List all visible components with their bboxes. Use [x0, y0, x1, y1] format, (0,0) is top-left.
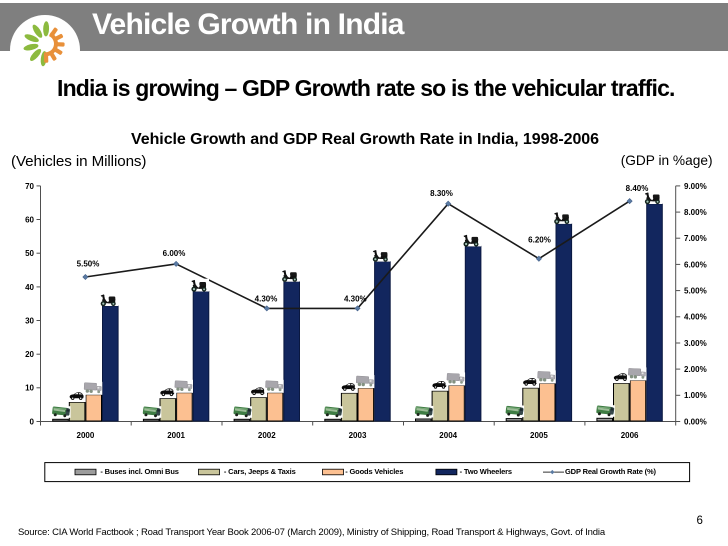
- svg-text:2006: 2006: [621, 431, 639, 440]
- svg-text:- Cars, Jeeps & Taxis: - Cars, Jeeps & Taxis: [224, 467, 296, 476]
- svg-text:2004: 2004: [439, 431, 457, 440]
- svg-text:50: 50: [25, 249, 34, 258]
- svg-text:2003: 2003: [349, 431, 367, 440]
- svg-text:1.00%: 1.00%: [684, 391, 707, 400]
- svg-text:70: 70: [25, 182, 34, 191]
- svg-text:6.00%: 6.00%: [684, 260, 707, 269]
- svg-text:0.00%: 0.00%: [684, 417, 707, 426]
- svg-text:2001: 2001: [167, 431, 185, 440]
- svg-text:30: 30: [25, 316, 34, 325]
- svg-text:6.20%: 6.20%: [528, 236, 551, 245]
- svg-text:60: 60: [25, 215, 34, 224]
- svg-text:10: 10: [25, 384, 34, 393]
- svg-text:8.40%: 8.40%: [626, 184, 649, 193]
- svg-text:2000: 2000: [77, 431, 95, 440]
- svg-text:4.00%: 4.00%: [684, 313, 707, 322]
- svg-text:2002: 2002: [258, 431, 276, 440]
- svg-text:2.00%: 2.00%: [684, 365, 707, 374]
- svg-text:5.50%: 5.50%: [77, 260, 100, 269]
- svg-text:40: 40: [25, 283, 34, 292]
- svg-text:4.30%: 4.30%: [344, 295, 367, 304]
- svg-text:2005: 2005: [530, 431, 548, 440]
- svg-text:- Buses incl. Omni Bus: - Buses incl. Omni Bus: [100, 467, 178, 476]
- svg-text:8.00%: 8.00%: [684, 208, 707, 217]
- svg-text:8.30%: 8.30%: [430, 189, 453, 198]
- svg-text:3.00%: 3.00%: [684, 339, 707, 348]
- svg-text:20: 20: [25, 350, 34, 359]
- svg-text:5.00%: 5.00%: [684, 287, 707, 296]
- svg-text:- Goods Vehicles: - Goods Vehicles: [345, 467, 403, 476]
- svg-text:9.00%: 9.00%: [684, 182, 707, 191]
- svg-text:4.30%: 4.30%: [255, 295, 278, 304]
- svg-text:- Two Wheelers: - Two Wheelers: [460, 467, 512, 476]
- svg-text:7.00%: 7.00%: [684, 234, 707, 243]
- svg-text:GDP Real Growth Rate (%): GDP Real Growth Rate (%): [565, 467, 657, 476]
- svg-text:6.00%: 6.00%: [163, 249, 186, 258]
- svg-text:0: 0: [30, 417, 35, 426]
